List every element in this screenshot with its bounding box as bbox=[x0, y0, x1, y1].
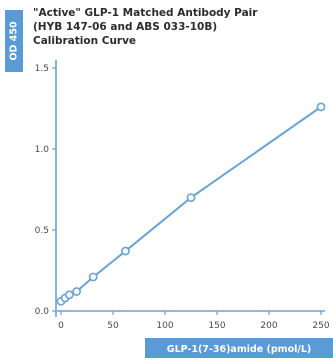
chart-series bbox=[56, 102, 326, 306]
x-axis-label: GLP-1(7-36)amide (pmol/L) bbox=[167, 344, 311, 355]
chart-title-line-2: (HYB 147-06 and ABS 033-10B) bbox=[33, 21, 218, 33]
x-tick-label: 250 bbox=[312, 321, 329, 331]
data-point bbox=[88, 272, 98, 282]
x-tick-label: 0 bbox=[58, 321, 64, 331]
y-tick-label: 1.0 bbox=[35, 145, 50, 155]
y-tick-label: 0.5 bbox=[35, 226, 49, 236]
data-point bbox=[186, 193, 196, 202]
y-tick-label: 0.0 bbox=[35, 307, 50, 317]
chart-title: "Active" GLP-1 Matched Antibody Pair (HY… bbox=[33, 6, 328, 48]
data-point bbox=[316, 102, 326, 112]
series-line bbox=[60, 106, 322, 303]
data-point bbox=[64, 290, 74, 300]
y-tick-label: 1.5 bbox=[35, 64, 49, 74]
x-tick-label: 200 bbox=[260, 321, 277, 331]
y-axis-label: OD 450 bbox=[9, 21, 20, 60]
chart-axis-labels: OD 450 GLP-1(7-36)amide (pmol/L) bbox=[5, 10, 333, 358]
chart-ticks: 0 50 100 150 200 250 0.0 0.5 1.0 1.5 bbox=[35, 64, 330, 331]
x-tick-label: 100 bbox=[156, 321, 173, 331]
data-point bbox=[121, 246, 130, 256]
chart-axes bbox=[55, 60, 325, 317]
chart-title-line-3: Calibration Curve bbox=[33, 35, 137, 47]
x-tick-label: 150 bbox=[208, 321, 225, 331]
x-label-box bbox=[145, 338, 333, 358]
x-tick-label: 50 bbox=[107, 321, 119, 331]
y-label-box bbox=[5, 10, 23, 72]
data-point bbox=[72, 287, 81, 296]
chart-title-line-1: "Active" GLP-1 Matched Antibody Pair bbox=[33, 7, 258, 19]
